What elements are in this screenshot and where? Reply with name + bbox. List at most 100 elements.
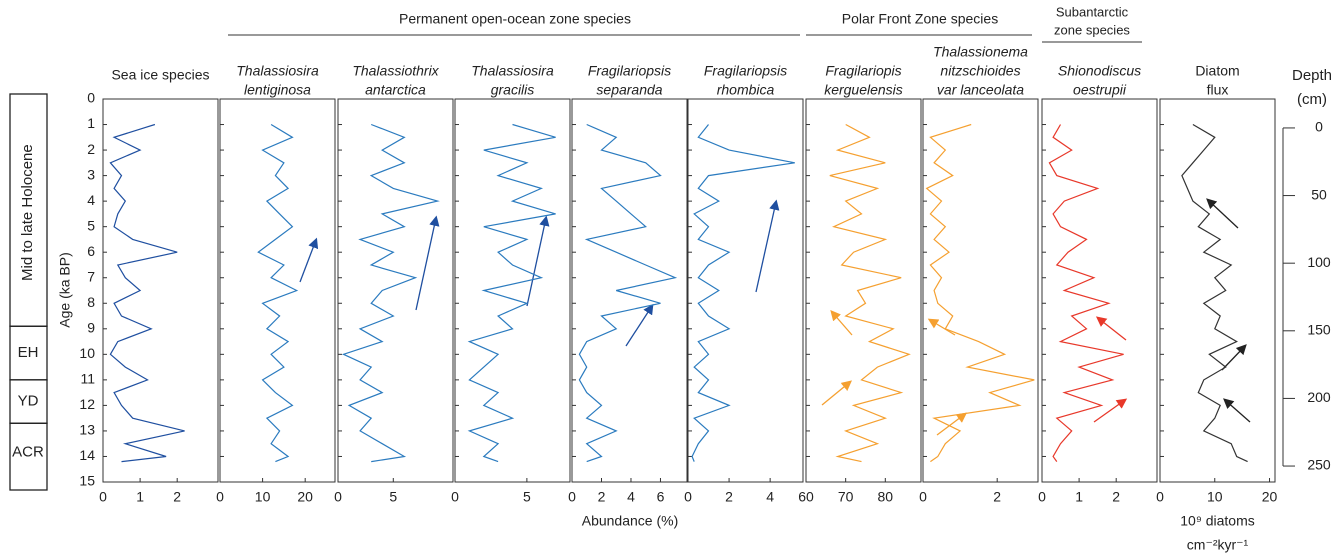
y2-tick-label: 250 — [1307, 457, 1331, 473]
panel-title: var lanceolata — [937, 82, 1024, 98]
x-tick-label: 5 — [523, 489, 531, 505]
y2-axis-label: (cm) — [1297, 91, 1327, 108]
x-tick-label: 4 — [766, 489, 774, 505]
x-axis-label: cm⁻²kyr⁻¹ — [1187, 537, 1249, 553]
panel-frame — [805, 98, 922, 483]
panel-title: separanda — [596, 82, 662, 98]
x-tick-label: 2 — [598, 489, 606, 505]
panel-title: Shionodiscus — [1058, 63, 1141, 79]
x-tick-label: 1 — [1075, 489, 1083, 505]
x-tick-label: 0 — [99, 489, 107, 505]
y-tick-label: 9 — [87, 320, 95, 336]
y2-tick-label: 0 — [1315, 119, 1323, 135]
x-tick-label: 0 — [1038, 489, 1046, 505]
x-tick-label: 20 — [297, 489, 313, 505]
x-tick-label: 6 — [657, 489, 665, 505]
panel-frame — [1041, 98, 1158, 483]
panel-title: nitzschioides — [940, 63, 1020, 79]
panel-title: flux — [1207, 82, 1229, 98]
x-tick-label: 20 — [1262, 489, 1278, 505]
panel-title: kerguelensis — [824, 82, 903, 98]
y-tick-label: 1 — [87, 115, 95, 131]
x-axis-label: Abundance (%) — [582, 513, 679, 529]
x-tick-label: 70 — [838, 489, 854, 505]
panel-frame — [571, 98, 688, 483]
group-label: Subantarctic — [1056, 4, 1129, 19]
period-label: Mid to late Holocene — [19, 144, 36, 281]
x-tick-label: 0 — [684, 489, 692, 505]
y-tick-label: 11 — [80, 371, 95, 387]
x-tick-label: 2 — [173, 489, 181, 505]
y2-axis-label: Depth — [1292, 67, 1332, 84]
y-tick-label: 10 — [79, 345, 95, 361]
series-line — [829, 123, 911, 463]
period-label: ACR — [12, 444, 44, 461]
panel-title: Diatom — [1195, 63, 1239, 79]
group-label: Polar Front Zone species — [842, 11, 998, 27]
x-tick-label: 60 — [798, 489, 814, 505]
series-line — [341, 123, 440, 463]
series-line — [691, 124, 795, 462]
panel-title: antarctica — [365, 82, 426, 98]
panel-title: Thalassionema — [933, 44, 1028, 60]
y-tick-label: 5 — [87, 217, 95, 233]
y-tick-label: 2 — [87, 141, 95, 157]
panel-title: lentiginosa — [244, 82, 311, 98]
panel-frame — [337, 98, 454, 483]
series-line — [1181, 123, 1248, 463]
group-label: Permanent open-ocean zone species — [399, 11, 631, 27]
y-tick-label: 6 — [87, 243, 95, 259]
y-tick-label: 7 — [87, 268, 95, 284]
panel-frame — [1159, 98, 1276, 483]
period-label: EH — [18, 344, 39, 361]
x-tick-label: 0 — [1156, 489, 1164, 505]
x-tick-label: 1 — [136, 489, 144, 505]
x-tick-label: 0 — [568, 489, 576, 505]
y2-tick-label: 200 — [1307, 389, 1331, 405]
panel-title: Fragilariopis — [825, 63, 901, 79]
series-line — [925, 123, 1035, 463]
y-tick-label: 8 — [87, 294, 95, 310]
x-tick-label: 2 — [993, 489, 1001, 505]
x-tick-label: 10 — [1207, 489, 1223, 505]
y-tick-label: 12 — [79, 396, 95, 412]
group-lines — [228, 34, 1142, 43]
y-tick-label: 0 — [87, 90, 95, 106]
panel-title: Thalassiothrix — [352, 63, 439, 79]
panel-frame — [454, 98, 571, 483]
panel-title: oestrupii — [1073, 82, 1127, 98]
arrows — [299, 198, 1251, 436]
y-tick-label: 4 — [87, 192, 95, 208]
x-tick-label: 80 — [878, 489, 894, 505]
panel-title: Fragilariopsis — [704, 63, 787, 79]
series-line — [467, 123, 556, 463]
x-tick-label: 10 — [255, 489, 271, 505]
y2-tick-label: 50 — [1311, 186, 1327, 202]
x-tick-label: 0 — [919, 489, 927, 505]
y-tick-label: 3 — [87, 166, 95, 182]
y-tick-label: 13 — [79, 422, 95, 438]
panel-title: Fragilariopsis — [588, 63, 671, 79]
panel-frame — [102, 98, 219, 483]
panel-frame — [922, 98, 1039, 483]
series-line — [257, 123, 299, 463]
panel-title: Sea ice species — [111, 67, 209, 83]
period-box — [9, 422, 48, 491]
panel-frame — [219, 98, 336, 483]
series-line — [578, 123, 678, 463]
panel-title: Thalassiosira — [471, 63, 554, 79]
series-line — [109, 123, 185, 463]
y-tick-label: 15 — [79, 473, 95, 489]
x-tick-label: 0 — [334, 489, 342, 505]
series-line — [1048, 124, 1124, 462]
x-tick-label: 5 — [389, 489, 397, 505]
x-tick-label: 2 — [725, 489, 733, 505]
y-axis-label: Age (ka BP) — [57, 252, 73, 327]
x-tick-label: 2 — [1112, 489, 1120, 505]
panel-title: gracilis — [491, 82, 535, 98]
y2-tick-label: 100 — [1307, 254, 1331, 270]
group-label: zone species — [1054, 22, 1130, 37]
x-tick-label: 0 — [451, 489, 459, 505]
panel-title: rhombica — [717, 82, 775, 98]
